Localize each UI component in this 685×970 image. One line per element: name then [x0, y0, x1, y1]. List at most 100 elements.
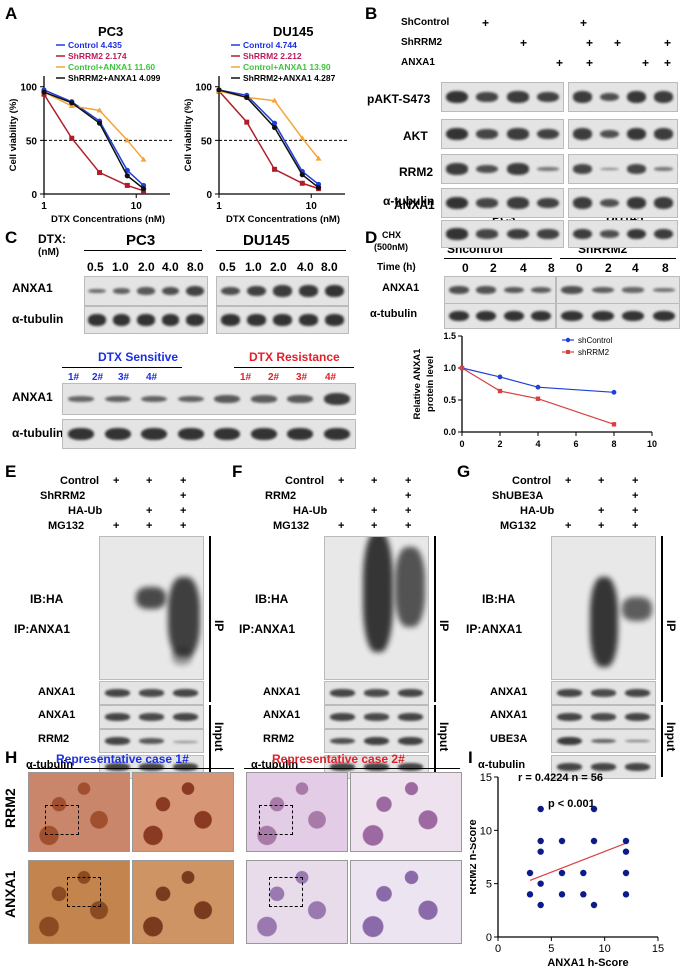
dose-label: 2.0	[138, 260, 155, 274]
case1-label: Representative case 1#	[56, 752, 189, 766]
plus-sign: +	[180, 520, 187, 532]
x-tick-label: 4	[535, 439, 540, 449]
dose-label: 8.0	[321, 260, 338, 274]
zoom-box	[269, 877, 303, 907]
blot-anxa1-shcontrol	[444, 276, 556, 304]
blot-band	[536, 91, 559, 103]
data-point	[537, 805, 544, 813]
blot-band	[398, 713, 424, 721]
blot-label: UBE3A	[490, 733, 528, 745]
fit-line	[529, 842, 627, 882]
x-tick-label: 0	[495, 943, 501, 955]
ip-tag: IP	[664, 620, 678, 632]
panel-label-a: A	[5, 4, 18, 23]
blot-band	[220, 286, 240, 296]
blot-ip-anxa1	[551, 681, 656, 705]
plus-sign: +	[180, 475, 187, 487]
legend-entry: Control 4.744	[243, 40, 297, 50]
data-point	[537, 901, 544, 909]
blot-band	[68, 396, 95, 402]
y-axis-label: Cell viability (%)	[8, 99, 19, 172]
input-tag: Input	[212, 722, 226, 752]
plus-sign: +	[180, 490, 187, 502]
ubiquitin-smear	[172, 647, 192, 665]
plus-sign: +	[371, 475, 378, 487]
data-point	[244, 94, 250, 101]
data-point	[558, 891, 566, 898]
data-point	[244, 119, 250, 125]
blot-band	[287, 427, 314, 441]
plus-sign: +	[482, 16, 490, 30]
x-tick-label: 2	[497, 439, 502, 449]
data-point	[537, 880, 544, 887]
blot-band	[561, 285, 584, 294]
histology-image	[350, 772, 462, 852]
blot-band	[104, 395, 131, 403]
condition-label: Control	[512, 475, 552, 487]
data-point	[124, 182, 130, 188]
data-point	[96, 120, 103, 126]
blot-band	[112, 314, 131, 326]
legend-entry: Control 4.435	[68, 40, 122, 50]
ip-tag: IP	[437, 620, 451, 632]
dose-label: 4.0	[162, 260, 179, 274]
y-tick-label: 5	[486, 879, 492, 891]
data-point	[124, 173, 130, 179]
blot-band	[446, 90, 468, 104]
ib-label: IB:HA	[482, 592, 516, 606]
data-point	[272, 166, 278, 172]
blot-band	[591, 738, 616, 744]
plus-sign: +	[556, 56, 564, 70]
blot-band	[299, 285, 319, 297]
time-point: 0	[462, 261, 469, 275]
blot-du145	[568, 82, 678, 112]
blot-label-anxa1-c: ANXA1	[12, 281, 53, 295]
legend-entry: ShRRM2 2.212	[243, 51, 302, 61]
histology-image	[28, 860, 130, 944]
data-point	[558, 869, 566, 877]
blot-label-anxa1-d: ANXA1	[382, 282, 420, 294]
ip-bracket	[434, 536, 436, 702]
cell-label-du145-c: DU145	[243, 232, 290, 249]
blot-band	[476, 286, 497, 294]
blot-band	[476, 92, 499, 102]
panel-label-g: G	[457, 462, 471, 481]
ib-label: IB:HA	[255, 592, 289, 606]
blot-band	[446, 196, 468, 210]
ip-bracket	[209, 536, 211, 702]
dose-label: 2.0	[270, 260, 287, 274]
series-line	[461, 367, 615, 425]
plus-sign: +	[405, 520, 412, 532]
blot-band	[141, 427, 168, 441]
data-point	[580, 869, 587, 877]
blot-band	[329, 689, 355, 697]
data-point	[535, 396, 541, 401]
ip-blot	[324, 536, 429, 680]
blot-band	[246, 285, 266, 297]
chart-hscore-scatter: 0 5 10 15 0 5 10 15 ANXA1 h-Score RRM2 h-Score r =…	[470, 772, 664, 969]
data-point	[526, 869, 534, 877]
blot-band	[177, 395, 204, 403]
series-line	[218, 90, 320, 160]
blot-band	[446, 228, 468, 240]
y-tick-label: 100	[195, 83, 212, 94]
blot-band	[561, 310, 584, 322]
x-axis-label: DTX Concentrations (nM)	[51, 214, 165, 224]
blot-band	[364, 763, 389, 771]
blot-label: ANXA1	[490, 686, 528, 698]
input-tag: Input	[664, 722, 678, 752]
row-shrrm2: ShRRM2	[401, 37, 443, 48]
y-axis-label: RRM2 h-Score	[470, 819, 479, 894]
blot-band	[591, 689, 616, 697]
plus-sign: +	[371, 505, 378, 517]
blot-band	[214, 427, 241, 441]
panel-i-chart: 0 5 10 15 0 5 10 15 ANXA1 h-Score RRM2 h-Score r =…	[470, 772, 664, 969]
blot-band	[161, 314, 180, 326]
blot-pc3	[441, 154, 564, 184]
blot-band	[591, 763, 616, 771]
time-point: 4	[520, 261, 527, 275]
blot-band	[398, 763, 424, 771]
blot-band	[448, 310, 469, 322]
row-shcontrol: ShControl	[401, 17, 450, 28]
